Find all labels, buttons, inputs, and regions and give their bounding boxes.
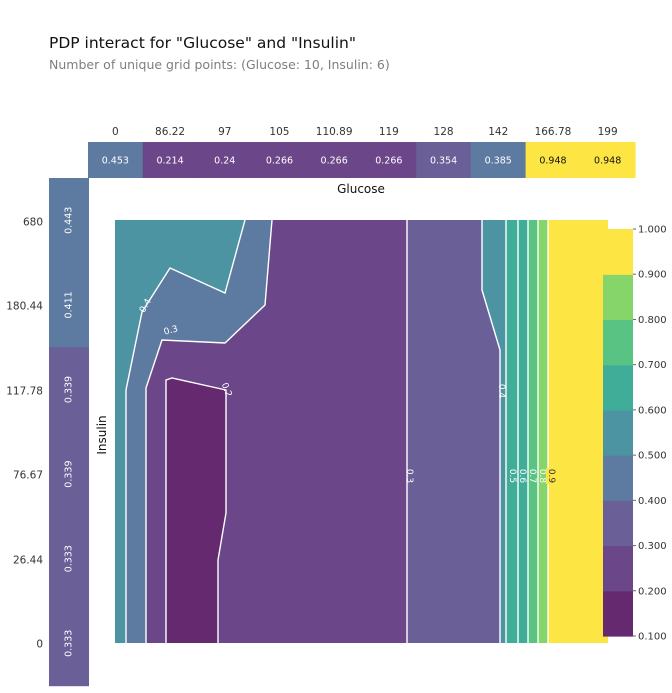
insulin-tick-label: 680 — [23, 217, 43, 229]
colorbar-tick-label: 0.500 — [638, 451, 667, 462]
colorbar-tick-label: 0.900 — [638, 270, 667, 281]
glucose-pdp-label: 0.948 — [594, 156, 621, 167]
insulin-pdp-cell — [49, 262, 89, 348]
insulin-pdp-label: 0.411 — [64, 291, 75, 318]
glucose-pdp-label: 0.214 — [156, 156, 183, 167]
colorbar-tick-label: 0.100 — [638, 632, 667, 643]
contour-region-0-3-to-0-4 — [126, 220, 272, 643]
insulin-tick-label: 180.44 — [6, 301, 43, 313]
contour-label: 0.9 — [546, 469, 556, 484]
glucose-pdp-label: 0.266 — [321, 156, 348, 167]
glucose-tick-label: 110.89 — [316, 126, 353, 138]
contour-region-0-7-to-0-8 — [528, 220, 538, 643]
insulin-tick-label: 117.78 — [6, 386, 43, 398]
glucose-pdp-label: 0.266 — [266, 156, 293, 167]
contour-line — [125, 219, 246, 643]
contour-region-0-8-to-0-9 — [538, 220, 548, 643]
colorbar-segment — [603, 319, 633, 366]
insulin-pdp-cell — [49, 178, 89, 264]
contour-region-0-4-plus — [115, 220, 245, 643]
colorbar-segment — [603, 590, 633, 637]
contour-line — [481, 220, 501, 643]
insulin-pdp-cell — [49, 601, 89, 687]
glucose-tick-label: 128 — [434, 126, 454, 138]
colorbar-segment — [603, 409, 633, 456]
glucose-pdp-label: 0.453 — [102, 156, 129, 167]
glucose-pdp-cell — [470, 142, 527, 178]
glucose-pdp-label: 0.385 — [485, 156, 512, 167]
contour-region-below-0-2 — [166, 378, 226, 643]
insulin-pdp-label: 0.339 — [64, 376, 75, 403]
glucose-pdp-label: 0.354 — [430, 156, 457, 167]
glucose-tick-label: 97 — [218, 126, 231, 138]
glucose-pdp-label: 0.266 — [375, 156, 402, 167]
contour-region-0-5-to-0-6 — [506, 220, 518, 643]
insulin-axis-label: Insulin — [95, 415, 109, 454]
insulin-pdp-label: 0.339 — [64, 460, 75, 487]
colorbar-segment — [603, 545, 633, 592]
glucose-pdp-label: 0.948 — [539, 156, 566, 167]
glucose-tick-label: 119 — [379, 126, 399, 138]
colorbar-segment — [603, 500, 633, 547]
colorbar-tick-label: 0.200 — [638, 586, 667, 597]
insulin-pdp-label: 0.333 — [64, 545, 75, 572]
colorbar-tick-label: 1.000 — [638, 225, 667, 236]
insulin-pdp-cell — [49, 431, 89, 517]
contour-region-0-2-to-0-3 — [146, 220, 407, 643]
glucose-pdp-cell — [197, 142, 253, 178]
colorbar-segment — [603, 274, 633, 321]
glucose-tick-label: 142 — [488, 126, 508, 138]
glucose-pdp-cell — [580, 142, 636, 178]
contour-label: 0.4 — [496, 384, 506, 399]
insulin-tick-label: 76.67 — [13, 470, 43, 482]
glucose-pdp-cell — [306, 142, 363, 178]
insulin-pdp-label: 0.333 — [64, 630, 75, 657]
insulin-pdp-label: 0.443 — [64, 207, 75, 234]
colorbar-tick-label: 0.600 — [638, 405, 667, 416]
glucose-pdp-cell — [142, 142, 198, 178]
glucose-tick-label: 199 — [598, 126, 618, 138]
glucose-tick-label: 86.22 — [155, 126, 185, 138]
glucose-pdp-cell — [252, 142, 308, 178]
glucose-axis-label: Glucose — [337, 182, 385, 196]
contour-label: 0.8 — [537, 469, 547, 484]
contour-label: 0.3 — [163, 324, 179, 337]
colorbar-segment — [603, 364, 633, 411]
contour-plot: 0.20.30.40.30.40.5 0.6 0.7 0.8 0.9 — [115, 219, 608, 643]
glucose-tick-label: 105 — [269, 126, 289, 138]
insulin-tick-label: 26.44 — [13, 555, 43, 567]
glucose-pdp-cell — [361, 142, 417, 178]
glucose-pdp-cell — [416, 142, 472, 178]
colorbar-tick-label: 0.700 — [638, 360, 667, 371]
glucose-pdp-cell — [525, 142, 581, 178]
colorbar-tick-label: 0.300 — [638, 541, 667, 552]
chart-title: PDP interact for "Glucose" and "Insulin" — [49, 34, 356, 52]
contour-line — [165, 377, 227, 643]
insulin-tick-label: 0 — [36, 639, 43, 651]
colorbar-tick-label: 0.400 — [638, 496, 667, 507]
glucose-tick-label: 0 — [112, 126, 119, 138]
insulin-pdp-cell — [49, 347, 89, 433]
glucose-pdp-cell — [88, 142, 144, 178]
contour-label: 0.2 — [219, 382, 233, 399]
contour-region-0-6-to-0-7 — [518, 220, 528, 643]
glucose-tick-label: 166.78 — [535, 126, 572, 138]
contour-label: 0.5 — [507, 469, 517, 483]
insulin-pdp-cell — [49, 516, 89, 602]
colorbar-segment — [603, 229, 633, 275]
contour-line — [145, 219, 273, 643]
colorbar-segment — [603, 455, 633, 501]
chart-subtitle: Number of unique grid points: (Glucose: … — [49, 57, 390, 72]
glucose-pdp-label: 0.24 — [214, 156, 235, 167]
contour-label-bg — [546, 468, 556, 484]
contour-label: 0.7 — [527, 469, 537, 483]
contour-region-above-0-9 — [548, 220, 608, 643]
colorbar-tick-label: 0.800 — [638, 315, 667, 326]
contour-label: 0.6 — [517, 469, 527, 484]
contour-label: 0.3 — [404, 469, 414, 483]
